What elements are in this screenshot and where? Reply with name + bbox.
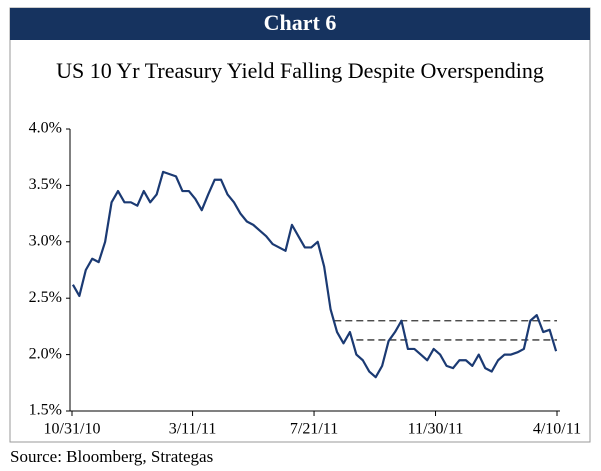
x-tick-label: 4/10/11 [533, 421, 581, 438]
y-tick-label: 3.5% [29, 176, 62, 193]
y-tick-label: 3.0% [29, 232, 62, 249]
x-tick-label: 11/30/11 [408, 421, 464, 438]
source: Source: Bloomberg, Strategas [10, 447, 213, 466]
y-tick-label: 2.5% [29, 289, 62, 306]
y-tick-label: 2.0% [29, 345, 62, 362]
x-tick-label: 7/21/11 [290, 421, 338, 438]
header-bar [10, 8, 590, 40]
chart-title: US 10 Yr Treasury Yield Falling Despite … [56, 58, 544, 83]
x-tick-label: 3/11/11 [169, 421, 217, 438]
x-tick-label: 10/31/10 [44, 421, 101, 438]
header: Chart 6 [264, 10, 337, 35]
y-tick-label: 1.5% [29, 402, 62, 419]
y-tick-label: 4.0% [29, 120, 62, 137]
data-line [71, 170, 558, 379]
